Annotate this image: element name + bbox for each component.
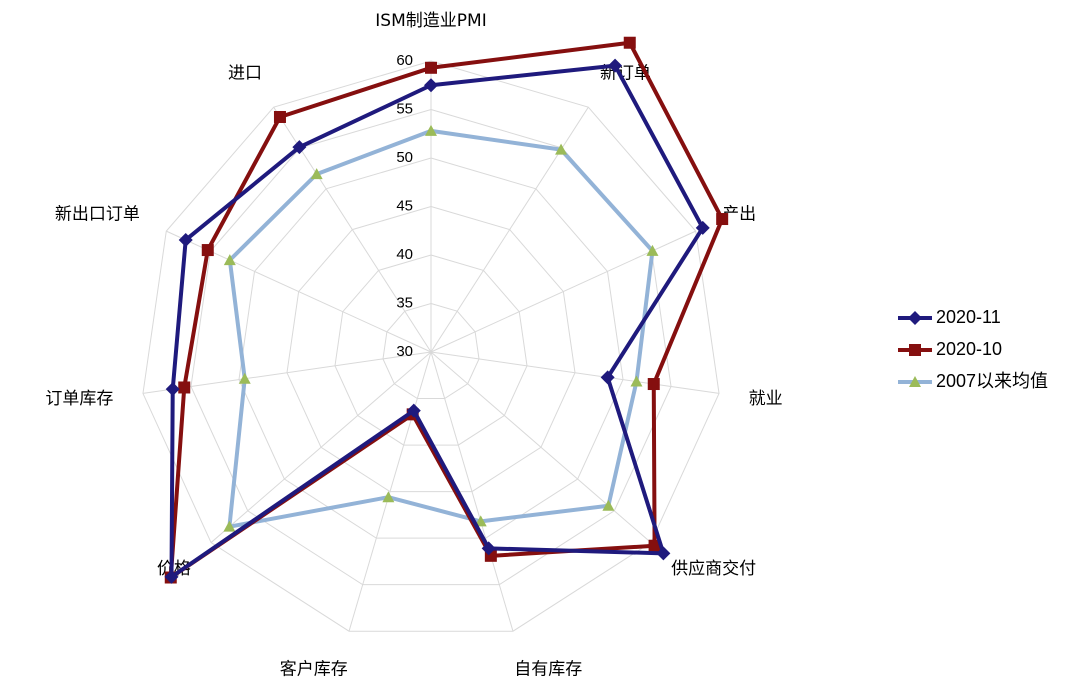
category-label: 进口 [228,64,262,84]
category-label: ISM制造业PMI [375,11,486,31]
spoke [348,351,432,632]
spoke [430,230,696,353]
marker [623,36,636,49]
marker [646,244,659,256]
marker [164,569,179,584]
marker [695,220,710,235]
spoke [430,351,514,632]
marker [165,382,180,397]
marker [201,244,214,257]
legend-item: 2020-11 [898,307,1001,327]
spoke [430,351,652,543]
category-label: 就业 [749,389,783,409]
series-line [169,63,705,579]
legend-marker [908,311,922,325]
category-label: 客户库存 [280,660,348,680]
category-label: 订单库存 [45,389,113,409]
marker [424,78,438,93]
marker [292,140,307,155]
marker [425,124,437,136]
marker [310,168,323,180]
category-label: 自有库存 [514,660,582,680]
legend-label: 2020-11 [936,307,1001,327]
r-tick-label: 40 [396,246,413,263]
marker [382,491,395,503]
r-tick-label: 45 [396,197,413,214]
r-tick-label: 55 [396,100,413,117]
marker [716,213,729,226]
marker [474,515,487,527]
marker [608,58,623,73]
series-line [168,40,725,580]
category-label: 新出口订单 [55,204,140,224]
legend-marker [909,376,921,387]
grid-ring [286,205,576,493]
grid-ring [142,60,720,632]
marker [602,499,615,511]
r-tick-label: 30 [396,343,413,360]
r-tick-label: 60 [396,52,413,69]
spoke [142,351,432,394]
marker [223,254,236,266]
series-line [227,128,655,529]
spoke [430,351,720,394]
marker [555,143,568,155]
legend-label: 2020-10 [936,339,1002,359]
marker [273,110,286,123]
marker [178,381,191,394]
spoke [210,351,432,543]
legend-item: 2007以来均值 [898,371,1048,391]
marker [425,61,437,74]
grid-ring [382,302,480,400]
r-tick-label: 50 [396,149,413,166]
marker [223,520,236,532]
marker [656,546,671,561]
category-label: 供应商交付 [671,559,756,579]
marker [238,372,251,384]
marker [600,370,615,385]
category-label: 产出 [722,204,756,224]
marker [481,541,496,556]
legend-marker [909,344,921,356]
grid-ring [238,157,624,539]
marker [647,378,660,391]
legend-item: 2020-10 [898,339,1002,359]
marker [406,403,421,418]
legend-label: 2007以来均值 [936,371,1048,391]
marker [630,375,643,387]
r-tick-label: 35 [396,294,413,311]
marker [178,232,193,247]
marker [648,539,661,552]
